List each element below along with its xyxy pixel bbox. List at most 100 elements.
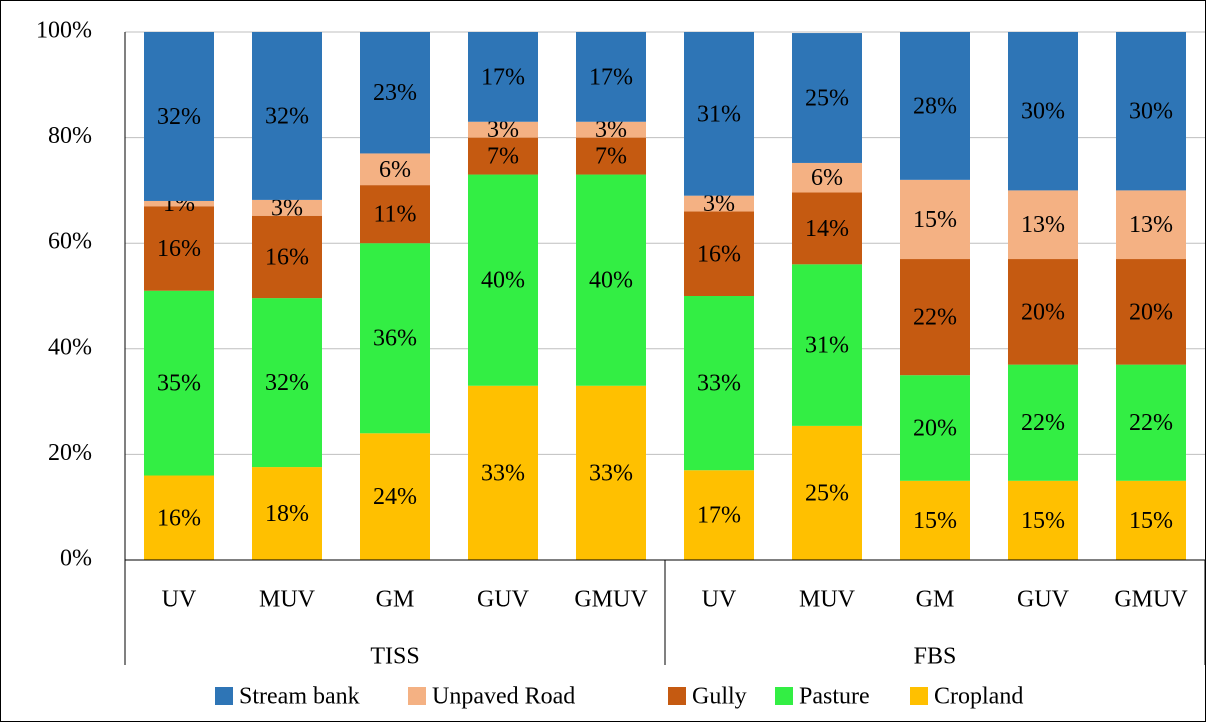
data-label: 17%: [697, 503, 741, 529]
data-label: 16%: [697, 241, 741, 267]
data-label: 40%: [589, 268, 633, 294]
bar-segment: [360, 153, 430, 186]
bar-segment: [1116, 32, 1186, 191]
bar-segment: [1116, 364, 1186, 481]
bar-segment: [900, 32, 970, 180]
x-tick-label: MUV: [799, 587, 856, 613]
legend-swatch: [408, 687, 426, 705]
bar-segment: [360, 243, 430, 434]
bar-segment: [468, 385, 538, 560]
bar-segment: [360, 185, 430, 244]
data-label: 13%: [1129, 212, 1173, 238]
data-label: 33%: [697, 371, 741, 397]
data-label: 20%: [913, 416, 957, 442]
x-tick-label: GM: [916, 587, 955, 613]
x-tick-label: GUV: [1017, 587, 1070, 613]
data-label: 32%: [265, 370, 309, 396]
bar-segment: [1008, 259, 1078, 365]
x-tick-label: MUV: [259, 587, 316, 613]
legend-label: Cropland: [934, 684, 1023, 710]
y-tick-label: 20%: [48, 440, 92, 466]
bar-segment: [684, 296, 754, 471]
data-label: 24%: [373, 484, 417, 510]
bar-segment: [792, 425, 862, 560]
bar-segment: [900, 375, 970, 481]
bar-segment: [576, 385, 646, 560]
group-label: FBS: [914, 644, 957, 670]
bar-segment: [1008, 32, 1078, 191]
data-label: 20%: [1021, 299, 1065, 325]
legend-label: Unpaved Road: [432, 684, 575, 710]
x-tick-label: GM: [376, 587, 415, 613]
y-tick-label: 40%: [48, 334, 92, 360]
bar-segment: [144, 32, 214, 201]
data-label: 7%: [595, 144, 627, 170]
bar-segment: [1008, 364, 1078, 481]
data-label: 22%: [913, 305, 957, 331]
group-label: TISS: [370, 644, 419, 670]
bar-segment: [144, 475, 214, 560]
bar-segment: [468, 137, 538, 175]
bar-segment: [360, 32, 430, 154]
bar-segment: [576, 174, 646, 386]
data-label: 7%: [487, 144, 519, 170]
data-label: 6%: [811, 165, 843, 191]
bar-segment: [252, 215, 322, 299]
legend-swatch: [215, 687, 233, 705]
data-label: 22%: [1129, 410, 1173, 436]
bar-segment: [576, 137, 646, 175]
bar-segment: [144, 200, 214, 207]
bar-segment: [792, 33, 862, 163]
bar-segment: [468, 174, 538, 386]
legend-label: Pasture: [799, 684, 870, 710]
bar-segment: [684, 32, 754, 196]
bar-segment: [900, 480, 970, 560]
data-label: 33%: [481, 460, 525, 486]
bar-segment: [252, 199, 322, 216]
x-tick-label: UV: [162, 587, 197, 613]
data-label: 18%: [265, 501, 309, 527]
data-label: 22%: [1021, 410, 1065, 436]
legend-label: Gully: [692, 684, 747, 710]
data-label: 23%: [373, 80, 417, 106]
data-label: 14%: [805, 216, 849, 242]
data-label: 16%: [157, 236, 201, 262]
legend-swatch: [910, 687, 928, 705]
bar-segment: [684, 195, 754, 212]
x-tick-label: GMUV: [574, 587, 648, 613]
data-label: 25%: [805, 86, 849, 112]
y-tick-label: 0%: [60, 546, 92, 572]
bar-segment: [792, 162, 862, 193]
data-label: 15%: [1021, 508, 1065, 534]
data-label: 33%: [589, 460, 633, 486]
bar-segment: [360, 433, 430, 560]
data-label: 40%: [481, 268, 525, 294]
bar-segment: [1008, 190, 1078, 260]
y-tick-label: 60%: [48, 229, 92, 255]
data-label: 15%: [913, 508, 957, 534]
data-label: 6%: [379, 157, 411, 183]
data-label: 25%: [805, 480, 849, 506]
bar-segment: [1116, 480, 1186, 560]
data-label: 30%: [1129, 99, 1173, 125]
bar-segment: [1008, 480, 1078, 560]
data-label: 35%: [157, 371, 201, 397]
bar-segment: [684, 470, 754, 560]
data-label: 31%: [805, 333, 849, 359]
bar-segment: [900, 179, 970, 260]
bar-segment: [144, 290, 214, 476]
data-label: 32%: [157, 104, 201, 130]
bar-segment: [900, 259, 970, 376]
data-label: 15%: [913, 207, 957, 233]
data-label: 17%: [481, 64, 525, 90]
data-label: 32%: [265, 103, 309, 129]
x-tick-label: GMUV: [1114, 587, 1188, 613]
data-label: 16%: [265, 244, 309, 270]
legend-label: Stream bank: [239, 684, 360, 710]
bar-segment: [792, 264, 862, 426]
bar-segment: [468, 32, 538, 122]
bar-segment: [252, 467, 322, 560]
bar-segment: [576, 32, 646, 122]
data-label: 17%: [589, 64, 633, 90]
